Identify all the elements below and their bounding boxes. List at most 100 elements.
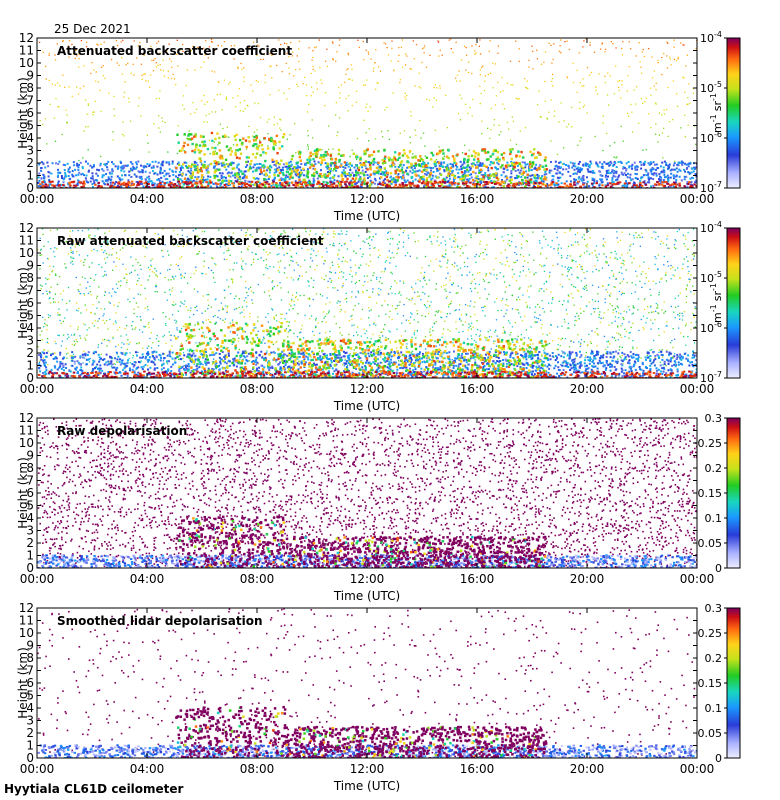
x-tick-label: 08:00 bbox=[240, 382, 275, 396]
colorbar: 0 0.05 0.1 0.15 0.2 0.25 0.3 bbox=[698, 412, 741, 575]
y-tick-label: 8 bbox=[26, 81, 34, 95]
colorbar-tick-label: 0.25 bbox=[698, 627, 723, 640]
x-tick-label: 20:00 bbox=[570, 762, 605, 776]
x-axis-label: Time (UTC) bbox=[333, 589, 400, 603]
y-tick-label: 11 bbox=[19, 424, 34, 438]
y-tick-label: 7 bbox=[26, 94, 34, 108]
x-tick-label: 20:00 bbox=[570, 382, 605, 396]
y-tick-label: 11 bbox=[19, 234, 34, 248]
colorbar-tick-label: 0 bbox=[715, 562, 722, 575]
panel-title: Attenuated backscatter coefficient bbox=[57, 44, 292, 58]
x-tick-label: 04:00 bbox=[130, 572, 165, 586]
panel-4: Smoothed lidar depolarisation01234567891… bbox=[16, 601, 741, 793]
colorbar-tick-label: 0.3 bbox=[705, 412, 723, 425]
y-tick-label: 8 bbox=[26, 271, 34, 285]
colorbar-tick-label: 10-6 bbox=[700, 130, 722, 145]
panel-title: Smoothed lidar depolarisation bbox=[57, 614, 263, 628]
heatmap-image bbox=[37, 228, 697, 378]
x-tick-label: 04:00 bbox=[130, 762, 165, 776]
y-tick-label: 4 bbox=[26, 701, 34, 715]
y-tick-label: 12 bbox=[19, 221, 34, 235]
y-tick-label: 0 bbox=[26, 371, 34, 385]
x-tick-label: 08:00 bbox=[240, 572, 275, 586]
y-axis-label: Height (km) bbox=[16, 267, 30, 338]
x-tick-label: 00:00 bbox=[680, 382, 715, 396]
y-tick-label: 0 bbox=[26, 561, 34, 575]
colorbar: 10-7 10-6 10-5 10-4 m-1sr-1 bbox=[700, 30, 741, 195]
y-tick-label: 1 bbox=[26, 739, 34, 753]
x-tick-label: 16:00 bbox=[460, 382, 495, 396]
y-tick-label: 1 bbox=[26, 359, 34, 373]
date-label: 25 Dec 2021 bbox=[54, 22, 131, 36]
colorbar-tick-label: 10-7 bbox=[700, 180, 722, 195]
y-tick-label: 2 bbox=[26, 156, 34, 170]
x-tick-label: 20:00 bbox=[570, 192, 605, 206]
colorbar-tick-label: 10-5 bbox=[700, 270, 722, 285]
y-tick-label: 8 bbox=[26, 651, 34, 665]
y-tick-label: 10 bbox=[19, 436, 34, 450]
x-tick-label: 08:00 bbox=[240, 192, 275, 206]
panel-1: Attenuated backscatter coefficient012345… bbox=[16, 30, 741, 223]
colorbar-tick-label: 0.2 bbox=[705, 462, 723, 475]
y-tick-label: 9 bbox=[26, 639, 34, 653]
y-tick-label: 2 bbox=[26, 726, 34, 740]
y-tick-label: 10 bbox=[19, 626, 34, 640]
y-tick-label: 4 bbox=[26, 511, 34, 525]
colorbar-tick-label: 0.1 bbox=[705, 702, 723, 715]
colorbar-gradient bbox=[726, 607, 741, 759]
x-axis-label: Time (UTC) bbox=[333, 399, 400, 413]
y-tick-label: 11 bbox=[19, 614, 34, 628]
colorbar-tick-label: 0.2 bbox=[705, 652, 723, 665]
y-tick-label: 9 bbox=[26, 259, 34, 273]
x-tick-label: 12:00 bbox=[350, 762, 385, 776]
y-axis-label: Height (km) bbox=[16, 457, 30, 528]
x-tick-label: 16:00 bbox=[460, 192, 495, 206]
colorbar-gradient bbox=[726, 227, 741, 379]
y-tick-label: 7 bbox=[26, 664, 34, 678]
y-tick-label: 11 bbox=[19, 44, 34, 58]
heatmap-image bbox=[37, 418, 697, 568]
colorbar: 0 0.05 0.1 0.15 0.2 0.25 0.3 bbox=[698, 602, 741, 765]
y-tick-label: 12 bbox=[19, 601, 34, 615]
colorbar-unit-label: m-1sr-1 bbox=[709, 283, 724, 323]
y-tick-label: 1 bbox=[26, 549, 34, 563]
panel-title: Raw depolarisation bbox=[57, 424, 187, 438]
colorbar-tick-label: 0.05 bbox=[698, 727, 723, 740]
x-tick-label: 16:00 bbox=[460, 762, 495, 776]
y-tick-label: 12 bbox=[19, 31, 34, 45]
y-tick-label: 10 bbox=[19, 56, 34, 70]
x-tick-label: 12:00 bbox=[350, 382, 385, 396]
y-tick-label: 3 bbox=[26, 714, 34, 728]
x-tick-label: 00:00 bbox=[20, 192, 55, 206]
y-tick-label: 5 bbox=[26, 689, 34, 703]
x-tick-label: 12:00 bbox=[350, 192, 385, 206]
y-tick-label: 9 bbox=[26, 69, 34, 83]
x-tick-label: 00:00 bbox=[20, 572, 55, 586]
colorbar-gradient bbox=[726, 37, 741, 189]
y-tick-label: 3 bbox=[26, 334, 34, 348]
y-tick-label: 2 bbox=[26, 536, 34, 550]
y-tick-label: 1 bbox=[26, 169, 34, 183]
y-tick-label: 10 bbox=[19, 246, 34, 260]
colorbar-tick-label: 10-6 bbox=[700, 320, 722, 335]
y-tick-label: 4 bbox=[26, 321, 34, 335]
colorbar-tick-label: 0.05 bbox=[698, 537, 723, 550]
panel-title: Raw attenuated backscatter coefficient bbox=[57, 234, 324, 248]
y-tick-label: 7 bbox=[26, 474, 34, 488]
y-tick-label: 6 bbox=[26, 486, 34, 500]
x-tick-label: 04:00 bbox=[130, 192, 165, 206]
y-tick-label: 8 bbox=[26, 461, 34, 475]
x-tick-label: 16:00 bbox=[460, 572, 495, 586]
y-tick-label: 5 bbox=[26, 499, 34, 513]
x-tick-label: 00:00 bbox=[680, 572, 715, 586]
y-axis-label: Height (km) bbox=[16, 77, 30, 148]
x-axis-label: Time (UTC) bbox=[333, 209, 400, 223]
heatmap-image bbox=[37, 608, 697, 758]
y-tick-label: 9 bbox=[26, 449, 34, 463]
y-tick-label: 0 bbox=[26, 181, 34, 195]
x-tick-label: 00:00 bbox=[680, 762, 715, 776]
y-tick-label: 6 bbox=[26, 106, 34, 120]
y-tick-label: 0 bbox=[26, 751, 34, 765]
